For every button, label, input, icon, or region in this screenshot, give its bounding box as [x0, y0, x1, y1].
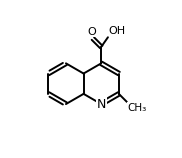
- Text: O: O: [88, 27, 96, 37]
- Text: N: N: [96, 97, 106, 111]
- Text: OH: OH: [109, 26, 126, 36]
- Text: CH₃: CH₃: [128, 103, 147, 113]
